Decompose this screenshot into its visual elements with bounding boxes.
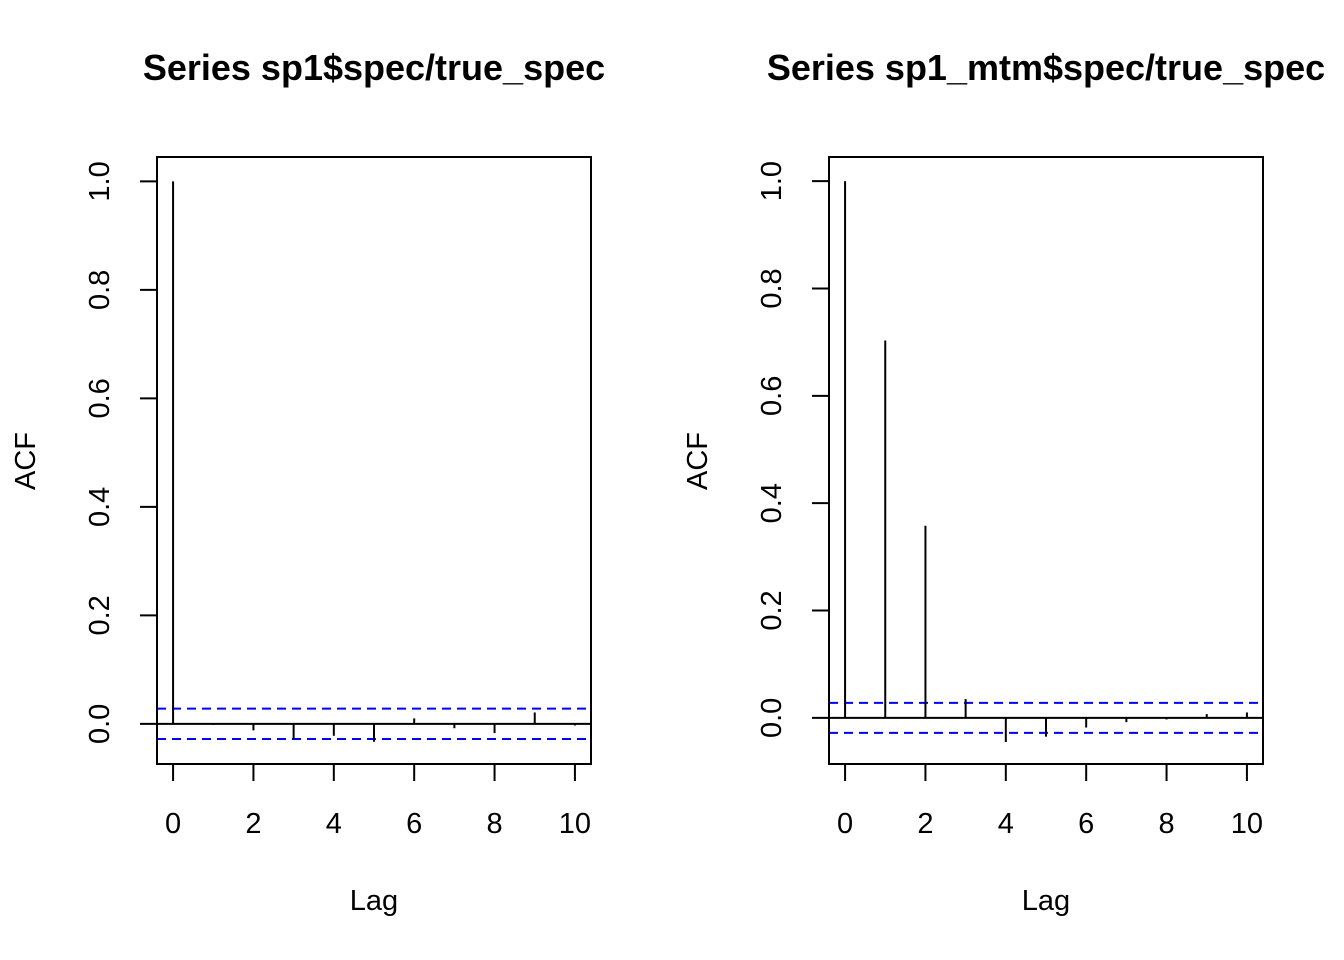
x-tick-label: 8 [1158,808,1174,840]
y-tick-label: 0.0 [84,704,116,744]
y-axis-label: ACF [10,432,42,490]
y-tick-label: 0.4 [84,487,116,527]
y-tick-label: 0.6 [84,378,116,418]
y-tick-label: 0.2 [756,590,788,630]
y-tick-label: 1.0 [84,161,116,201]
x-tick-label: 2 [917,808,933,840]
chart-title: Series sp1_mtm$spec/true_spec [767,47,1325,88]
y-tick-label: 0.0 [756,698,788,738]
x-axis-label: Lag [1022,885,1070,917]
y-tick-label: 0.6 [756,376,788,416]
chart-title: Series sp1$spec/true_spec [143,47,605,88]
y-tick-label: 0.8 [756,268,788,308]
x-tick-label: 0 [165,808,181,840]
y-axis-label: ACF [682,432,714,490]
acf-panel-left: Series sp1$spec/true_spec Lag ACF 0 2 4 6 8 1… [10,47,605,917]
y-tick-label: 0.2 [84,595,116,635]
x-tick-label: 0 [837,808,853,840]
x-tick-label: 4 [326,808,342,840]
x-tick-label: 10 [1231,808,1263,840]
x-axis-label: Lag [350,885,398,917]
plot-frame [828,156,1264,765]
acf-panel-right: Series sp1_mtm$spec/true_spec Lag ACF 0 2… [682,47,1325,917]
x-tick-label: 6 [1078,808,1094,840]
x-tick-label: 10 [559,808,591,840]
x-tick-label: 6 [406,808,422,840]
y-tick-label: 1.0 [756,161,788,201]
y-tick-label: 0.4 [756,483,788,523]
x-tick-label: 2 [245,808,261,840]
x-tick-label: 4 [998,808,1014,840]
x-tick-label: 8 [486,808,502,840]
plot-frame [156,156,592,765]
y-tick-label: 0.8 [84,270,116,310]
